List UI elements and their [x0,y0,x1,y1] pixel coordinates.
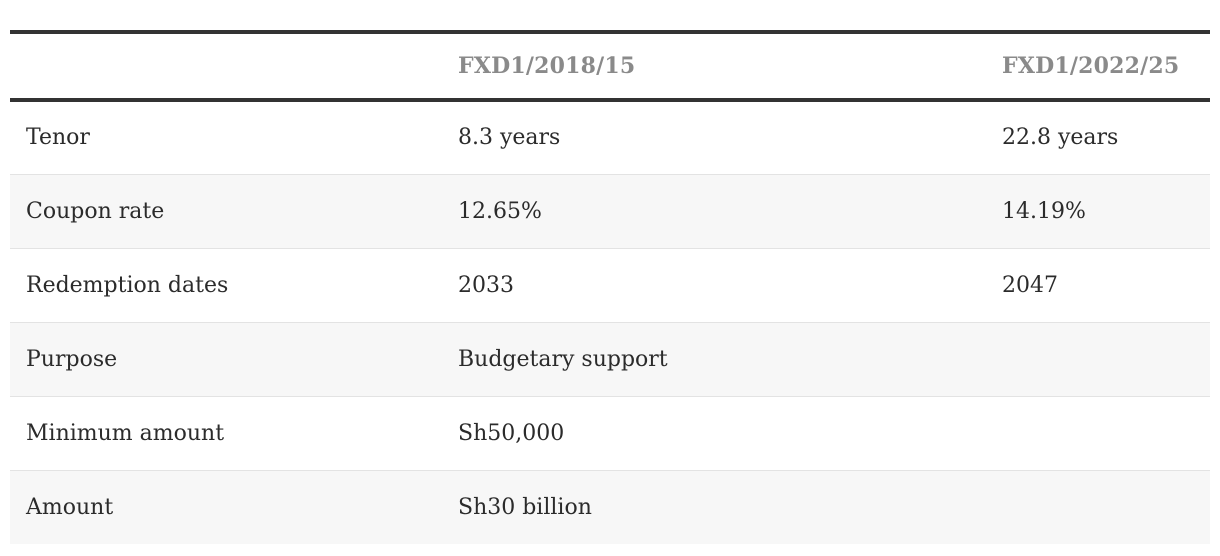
bond-comparison-table: FXD1/2018/15 FXD1/2022/25 Tenor 8.3 year… [10,30,1210,544]
table-row: Minimum amount Sh50,000 [10,396,1210,471]
row-label-amount: Amount [26,494,114,520]
table-row: Purpose Budgetary support [10,322,1210,397]
table-header: FXD1/2018/15 FXD1/2022/25 [10,30,1210,102]
cell-amount-bond-a: Sh30 billion [458,494,592,520]
header-row: FXD1/2018/15 FXD1/2022/25 [10,30,1210,102]
cell-coupon-rate-bond-b: 14.19% [1002,174,1210,249]
row-label-coupon-rate: Coupon rate [10,174,458,249]
cell-tenor-bond-a: 8.3 years [458,100,1002,175]
table-body: Tenor 8.3 years 22.8 years Coupon rate 1… [10,100,1210,544]
cell-minimum-amount-bond-b [1002,396,1210,471]
cell-amount-bond-b [1002,470,1210,544]
table-row: Tenor 8.3 years 22.8 years [10,100,1210,175]
cell-redemption-dates-bond-b: 2047 [1002,248,1210,323]
row-label-minimum-amount: Minimum amount [10,396,458,471]
header-empty-cell [10,30,458,102]
cell-tenor-bond-b: 22.8 years [1002,100,1210,175]
table-row: Amount Sh30 billion [10,470,1210,544]
cell-purpose-bond-b [1002,322,1210,397]
table-row: Coupon rate 12.65% 14.19% [10,174,1210,249]
cell-coupon-rate-bond-a: 12.65% [458,174,1002,249]
cell-redemption-dates-bond-a: 2033 [458,248,1002,323]
row-label-purpose: Purpose [10,322,458,397]
table-row: Redemption dates 2033 2047 [10,248,1210,323]
row-label-tenor: Tenor [10,100,458,175]
row-label-redemption-dates: Redemption dates [10,248,458,323]
cell-purpose-bond-a: Budgetary support [458,322,1002,397]
header-bond-fxd1-2018-15: FXD1/2018/15 [458,30,1002,102]
cell-minimum-amount-bond-a: Sh50,000 [458,396,1002,471]
header-bond-fxd1-2022-25: FXD1/2022/25 [1002,30,1210,102]
